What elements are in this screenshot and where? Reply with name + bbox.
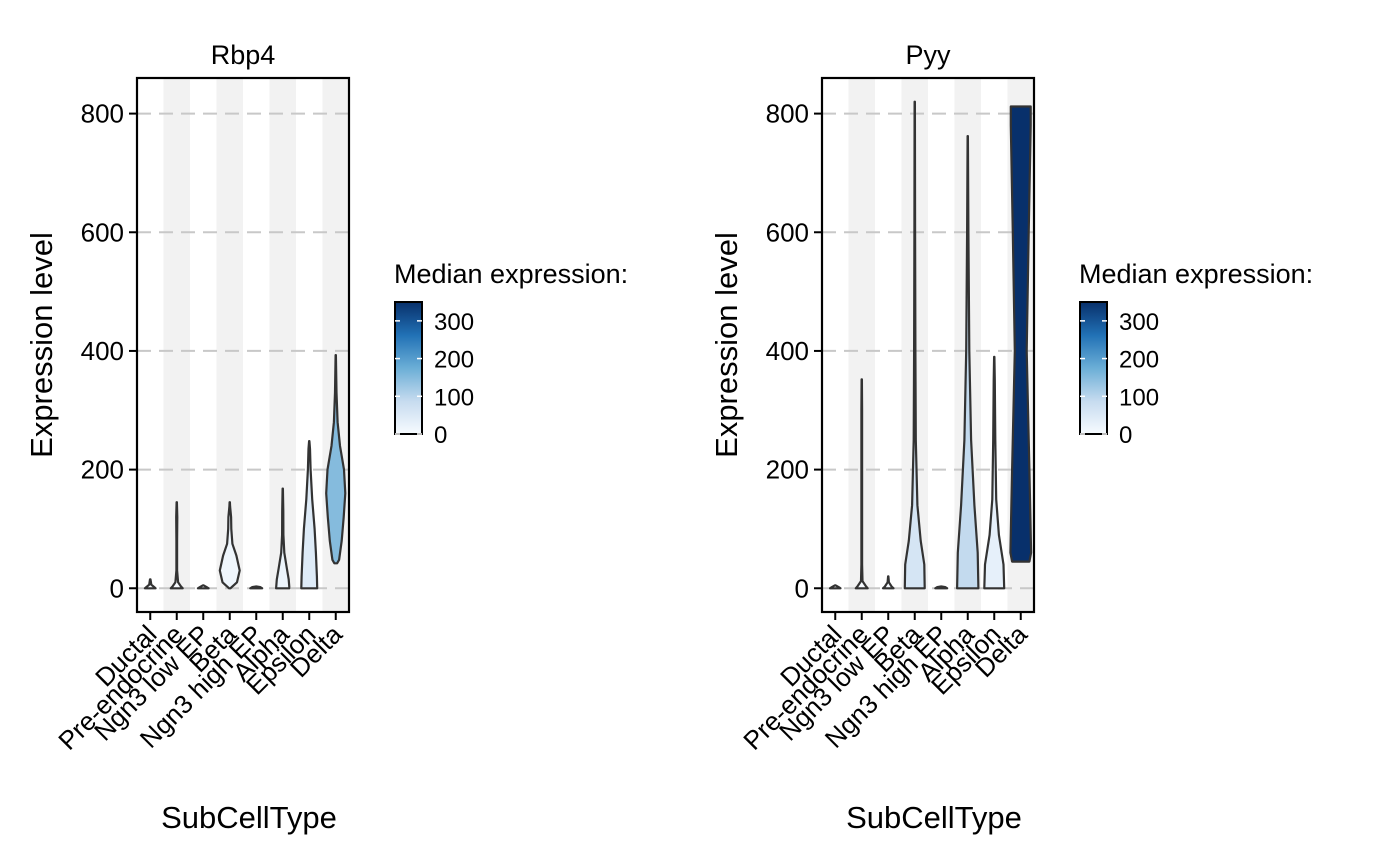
legend-tick-label: 100 (434, 384, 474, 411)
legend-colorbar (394, 301, 423, 435)
legend-title: Median expression: (1079, 259, 1313, 289)
violin-alpha (956, 135, 980, 590)
violin-epsilon (300, 440, 319, 590)
violin-pre-endocrine (169, 501, 184, 590)
panel-border (135, 76, 351, 614)
y-tick-label: 0 (110, 573, 124, 603)
legend-tick-label: 200 (1119, 347, 1159, 374)
x-axis-title: SubCellType (846, 800, 1022, 835)
violin-ngn3-low-ep (196, 584, 210, 590)
violin-ngn3-high-ep (934, 585, 949, 590)
y-tick-label: 800 (766, 99, 809, 129)
y-tick-label: 400 (81, 336, 124, 366)
legend-tick-label: 0 (1119, 422, 1132, 449)
x-axis-title: SubCellType (161, 800, 337, 835)
legend: Median expression: 0 100 200 300 (1079, 259, 1313, 449)
legend-tick-label: 300 (434, 309, 474, 336)
legend-tick-label: 300 (1119, 309, 1159, 336)
legend-title: Median expression: (394, 259, 628, 289)
panel-title: Rbp4 (211, 40, 276, 70)
violin-alpha (275, 487, 291, 590)
violin-delta (325, 354, 347, 565)
violin-beta (218, 501, 241, 590)
y-tick-label: 600 (81, 217, 124, 247)
y-tick-label: 800 (81, 99, 124, 129)
violin-ngn3-low-ep (881, 575, 895, 590)
y-tick-label: 400 (766, 336, 809, 366)
y-tick-label: 200 (766, 455, 809, 485)
panel-border (820, 76, 1036, 614)
violin-delta (1009, 105, 1033, 563)
violin-ngn3-high-ep (249, 585, 264, 590)
violin-pre-endocrine (854, 378, 869, 590)
panel-title: Pyy (905, 40, 951, 70)
legend: Median expression: 0 100 200 300 (394, 259, 628, 449)
legend-colorbar (1079, 301, 1108, 435)
legend-tick-label: 0 (434, 422, 447, 449)
violin-beta (903, 100, 926, 590)
violin-ductal (828, 584, 842, 590)
legend-tick-label: 200 (434, 347, 474, 374)
y-tick-label: 0 (795, 573, 809, 603)
violin-epsilon (983, 355, 1006, 590)
y-tick-label: 600 (766, 217, 809, 247)
violin-ductal (143, 578, 157, 590)
legend-tick-label: 100 (1119, 384, 1159, 411)
y-axis-title: Expression level (709, 232, 744, 458)
y-tick-label: 200 (81, 455, 124, 485)
y-axis-title: Expression level (24, 232, 59, 458)
